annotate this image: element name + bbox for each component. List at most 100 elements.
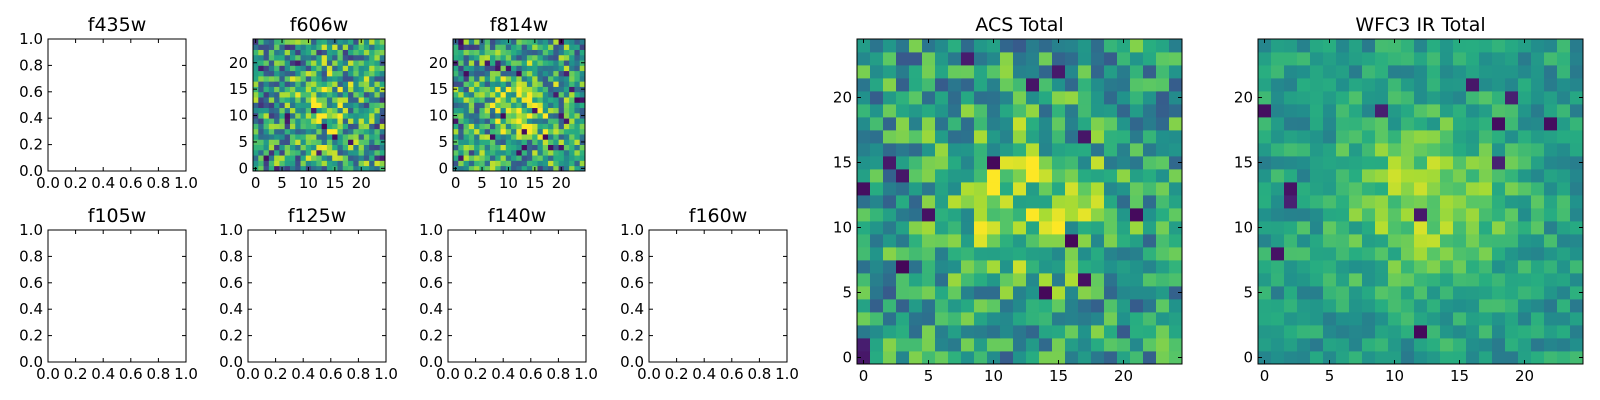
heatmap-cell (1271, 273, 1285, 287)
heatmap-cell (1479, 312, 1493, 326)
heatmap-cell (935, 208, 949, 222)
heatmap-cell (300, 123, 307, 130)
heatmap-cell (542, 97, 549, 103)
heatmap-cell (353, 107, 359, 114)
heatmap-cell (505, 155, 512, 161)
heatmap-cell (579, 149, 586, 156)
heatmap-cell (358, 97, 365, 103)
heatmap-cell (1570, 286, 1584, 300)
heatmap-cell (1310, 91, 1324, 105)
heatmap-cell (553, 139, 559, 145)
heatmap-cell (526, 39, 533, 45)
heatmap-cell (274, 49, 280, 56)
heatmap-cell (1414, 169, 1428, 183)
heatmap-cell (1453, 273, 1467, 287)
heatmap-cell (363, 128, 370, 135)
heatmap-cell (1091, 130, 1105, 144)
heatmap-cell (1130, 65, 1144, 79)
heatmap-cell (1401, 312, 1415, 326)
heatmap-cell (1143, 143, 1157, 157)
heatmap-cell (316, 70, 323, 77)
heatmap-cell (1479, 260, 1493, 274)
heatmap-cell (505, 107, 512, 114)
heatmap-cell (258, 144, 264, 151)
heatmap-cell (1505, 273, 1519, 287)
heatmap-cell (1323, 104, 1337, 118)
heatmap-cell (1518, 351, 1532, 365)
heatmap-cell (500, 65, 507, 72)
heatmap-cell (1039, 208, 1053, 222)
heatmap-cell (1505, 286, 1519, 300)
heatmap-cell (300, 139, 307, 145)
heatmap-cell (883, 286, 897, 300)
heatmap-cell (268, 39, 275, 45)
heatmap-cell (468, 81, 475, 87)
heatmap-cell (1078, 312, 1092, 326)
heatmap-cell (1518, 182, 1532, 196)
heatmap-cell (1414, 247, 1428, 261)
heatmap-cell (1401, 260, 1415, 274)
heatmap-cell (542, 134, 549, 140)
heatmap-cell (1310, 65, 1324, 79)
heatmap-cell (484, 81, 491, 87)
heatmap-cell (1388, 52, 1402, 66)
heatmap-cell (495, 39, 501, 45)
heatmap-cell (1453, 78, 1467, 92)
heatmap-cell (484, 97, 491, 103)
heatmap-cell (1091, 117, 1105, 131)
heatmap-cell (1323, 286, 1337, 300)
heatmap-cell (1130, 247, 1144, 261)
heatmap-cell (1427, 130, 1441, 144)
heatmap-cell (379, 39, 386, 45)
heatmap-cell (1427, 325, 1441, 339)
heatmap-cell (1039, 65, 1053, 79)
heatmap-cell (489, 123, 496, 130)
heatmap-cell (1169, 195, 1183, 209)
heatmap-cell (295, 44, 301, 50)
heatmap-cell (1026, 312, 1040, 326)
heatmap-cell (321, 97, 328, 103)
heatmap-cell (1440, 312, 1454, 326)
heatmap-cell (1375, 65, 1389, 79)
heatmap-cell (495, 86, 501, 93)
heatmap-cell (1453, 325, 1467, 339)
heatmap-cell (922, 65, 936, 79)
heatmap-cell (1104, 273, 1118, 287)
heatmap-cell (311, 155, 317, 161)
heatmap-cell (1169, 65, 1183, 79)
heatmap-cell (1104, 104, 1118, 118)
heatmap-cell (1039, 195, 1053, 209)
heatmap-cell (883, 221, 897, 235)
heatmap-cell (379, 65, 386, 72)
heatmap-cell (284, 123, 291, 130)
heatmap-cell (1000, 338, 1014, 352)
heatmap-cell (1026, 169, 1040, 183)
heatmap-cell (1065, 208, 1079, 222)
heatmap-cell (1323, 338, 1337, 352)
heatmap-cell (1557, 273, 1571, 287)
heatmap-cell (521, 65, 528, 72)
heatmap-cell (870, 221, 884, 235)
heatmap-cell (1091, 260, 1105, 274)
heatmap-cell (548, 165, 554, 172)
heatmap-cell (363, 107, 370, 114)
heatmap-cell (1349, 65, 1363, 79)
heatmap-cell (935, 260, 949, 274)
heatmap-cell (511, 139, 517, 145)
heatmap-cell (505, 123, 512, 130)
heatmap-cell (263, 54, 270, 61)
heatmap-cell (326, 123, 333, 130)
heatmap-cell (1505, 65, 1519, 79)
heatmap-cell (474, 139, 480, 145)
heatmap-cell (1492, 156, 1506, 170)
heatmap-cell (489, 112, 496, 119)
heatmap-cell (1310, 286, 1324, 300)
heatmap-cell (289, 65, 296, 72)
heatmap-cell (358, 75, 365, 82)
heatmap-cell (1297, 65, 1311, 79)
heatmap-cell (348, 97, 354, 103)
heatmap-cell (1544, 39, 1558, 53)
heatmap-cell (1466, 169, 1480, 183)
heatmap-cell (284, 75, 291, 82)
heatmap-cell (1271, 143, 1285, 157)
